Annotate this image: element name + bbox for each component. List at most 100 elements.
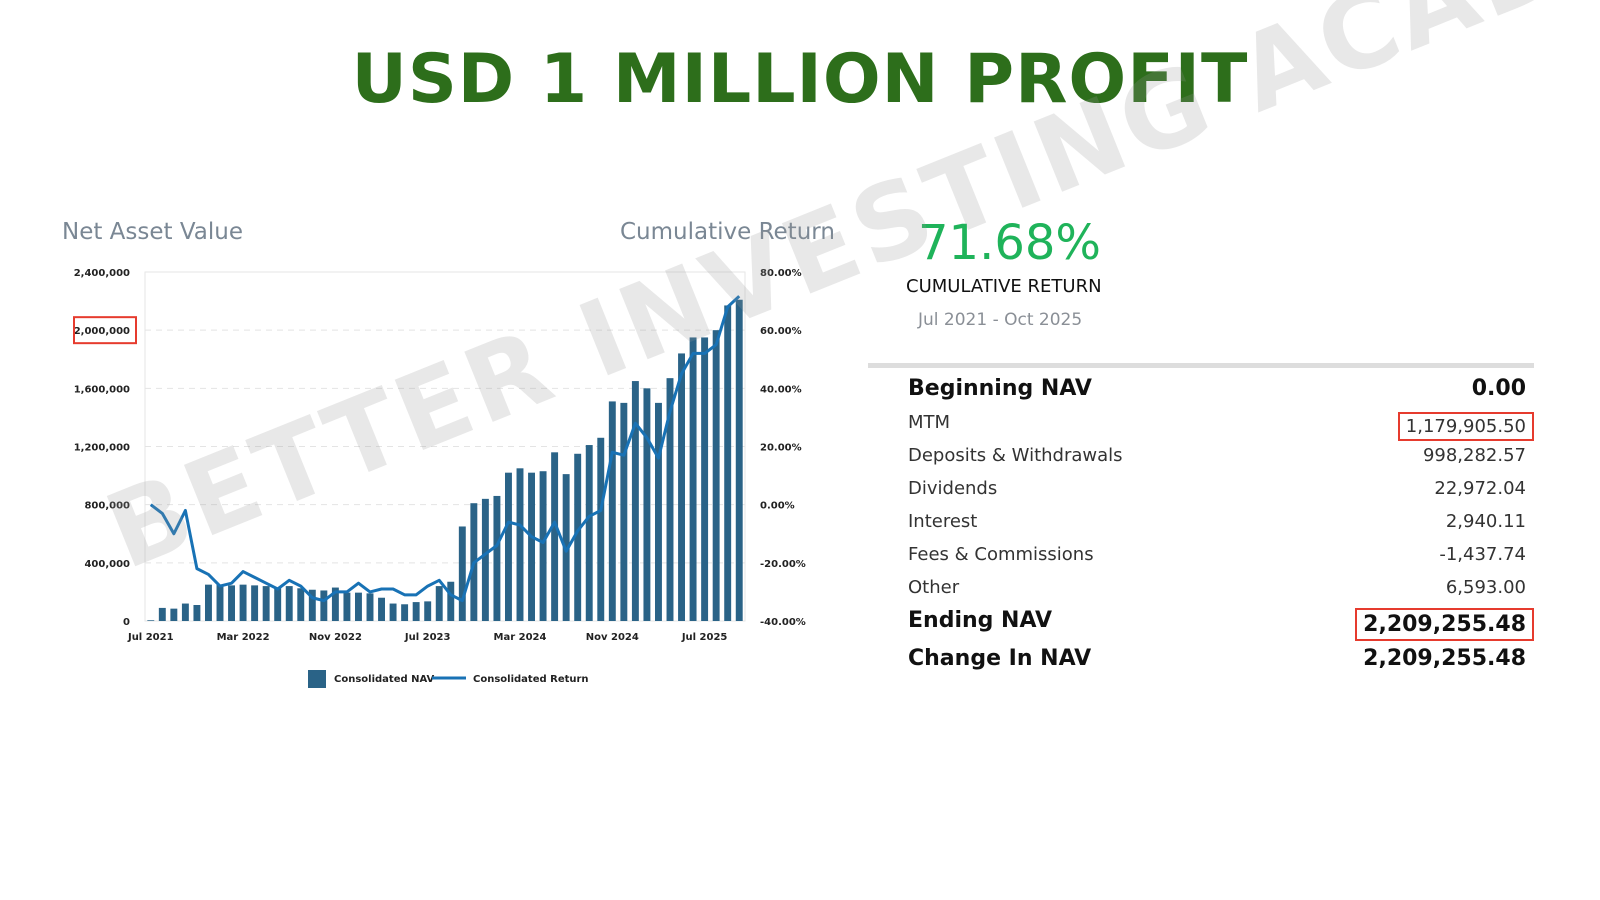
nav-bar — [412, 602, 420, 621]
nav-bar — [539, 471, 547, 621]
nav-bar — [585, 445, 593, 621]
summary-row: Beginning NAV 0.00 — [908, 376, 1526, 401]
return-label: Cumulative Return — [620, 219, 835, 245]
nav-bar — [458, 526, 466, 621]
highlight-box — [73, 316, 137, 345]
nav-bar — [620, 402, 628, 621]
y-right-tick: 20.00% — [760, 443, 802, 454]
cumulative-return-value: 71.68% — [918, 215, 1102, 271]
x-tick: Mar 2022 — [217, 632, 270, 643]
nav-bar — [666, 378, 674, 621]
row-label: Fees & Commissions — [908, 544, 1094, 565]
legend-nav-swatch — [308, 670, 326, 688]
row-label: Other — [908, 577, 960, 598]
nav-bar — [343, 592, 351, 621]
nav-bar — [274, 587, 282, 621]
nav-bar — [262, 586, 270, 621]
nav-bar — [401, 604, 409, 621]
nav-label: Net Asset Value — [62, 219, 244, 245]
nav-bar — [205, 584, 212, 621]
summary-row: Other 6,593.00 — [908, 577, 1526, 598]
nav-bar — [193, 605, 201, 621]
nav-bar — [320, 590, 328, 621]
nav-bar — [643, 388, 651, 621]
row-value: 22,972.04 — [1434, 478, 1526, 499]
summary-row: Deposits & Withdrawals 998,282.57 — [908, 445, 1526, 466]
nav-bar — [631, 381, 639, 621]
y-right-tick: 80.00% — [760, 268, 802, 279]
x-tick: Jul 2023 — [404, 632, 451, 643]
row-value: 0.00 — [1471, 376, 1526, 401]
row-label: Dividends — [908, 478, 998, 499]
nav-bar — [158, 607, 166, 621]
x-tick: Nov 2022 — [309, 632, 362, 643]
nav-bar — [528, 472, 535, 621]
y-right-tick: -20.00% — [760, 559, 806, 570]
return-line — [149, 295, 741, 603]
summary-row: Ending NAV 2,209,255.48 — [908, 608, 1534, 641]
row-label: Deposits & Withdrawals — [908, 445, 1123, 466]
y-left-tick: 1,200,000 — [74, 443, 130, 454]
row-value: 1,179,905.50 — [1397, 412, 1534, 441]
row-label: Ending NAV — [908, 608, 1053, 633]
row-label: Change In NAV — [908, 646, 1092, 671]
nav-bar — [378, 597, 385, 621]
nav-bar — [435, 586, 443, 621]
nav-bar — [285, 586, 293, 621]
row-value: 998,282.57 — [1422, 445, 1526, 466]
y-right-tick: 40.00% — [760, 384, 802, 395]
x-tick: Jul 2025 — [681, 632, 728, 643]
period: Jul 2021 - Oct 2025 — [918, 310, 1083, 330]
y-left-tick: 400,000 — [84, 559, 130, 570]
legend-nav: Consolidated NAV — [334, 674, 435, 685]
row-value: 6,593.00 — [1445, 577, 1526, 598]
nav-bar — [481, 498, 489, 621]
row-label: Interest — [908, 511, 978, 532]
nav-bar — [170, 608, 178, 621]
row-value: -1,437.74 — [1439, 544, 1526, 565]
nav-bar — [493, 495, 501, 621]
nav-bar — [181, 603, 189, 621]
nav-bar — [689, 337, 697, 621]
summary-row: Fees & Commissions -1,437.74 — [908, 544, 1526, 565]
nav-bar — [424, 601, 432, 621]
y-left-tick: 1,600,000 — [74, 384, 130, 395]
nav-bar — [355, 592, 362, 621]
nav-bar — [735, 299, 743, 621]
nav-bar — [574, 453, 582, 621]
nav-bar — [655, 402, 662, 621]
nav-bar — [712, 330, 720, 621]
row-label: MTM — [908, 412, 951, 433]
nav-bar — [551, 452, 559, 621]
page-title: USD 1 MILLION PROFIT — [351, 40, 1249, 119]
y-left-tick: 2,400,000 — [74, 268, 130, 279]
row-value: 2,940.11 — [1445, 511, 1526, 532]
nav-bar — [597, 437, 605, 621]
x-tick: Nov 2024 — [586, 632, 639, 643]
nav-bar — [447, 581, 455, 621]
nav-bar — [505, 472, 512, 621]
nav-bar — [389, 603, 397, 621]
nav-chart: 0 400,000 800,000 1,200,000 1,600,000 2,000,0… — [73, 268, 806, 688]
y-left-tick: 800,000 — [84, 501, 130, 512]
y-left-tick: 2,000,000 — [74, 326, 130, 337]
x-tick: Mar 2024 — [494, 632, 547, 643]
nav-bar — [251, 585, 259, 621]
summary-row: Dividends 22,972.04 — [908, 478, 1526, 499]
nav-bar — [608, 401, 616, 621]
nav-bar — [331, 587, 339, 621]
cumulative-return-label: CUMULATIVE RETURN — [906, 276, 1102, 297]
nav-bar — [366, 593, 374, 621]
row-value: 2,209,255.48 — [1363, 646, 1526, 671]
nav-bar — [724, 305, 732, 621]
nav-bar — [297, 588, 305, 621]
row-value: 2,209,255.48 — [1355, 608, 1534, 641]
nav-bar — [239, 584, 247, 621]
summary-row: Interest 2,940.11 — [908, 511, 1526, 532]
y-right-tick: 0.00% — [760, 501, 795, 512]
nav-bar — [216, 584, 224, 621]
x-tick: Jul 2021 — [127, 632, 174, 643]
y-left-tick: 0 — [123, 617, 130, 628]
y-right-tick: 60.00% — [760, 326, 802, 337]
nav-bar — [228, 585, 235, 621]
